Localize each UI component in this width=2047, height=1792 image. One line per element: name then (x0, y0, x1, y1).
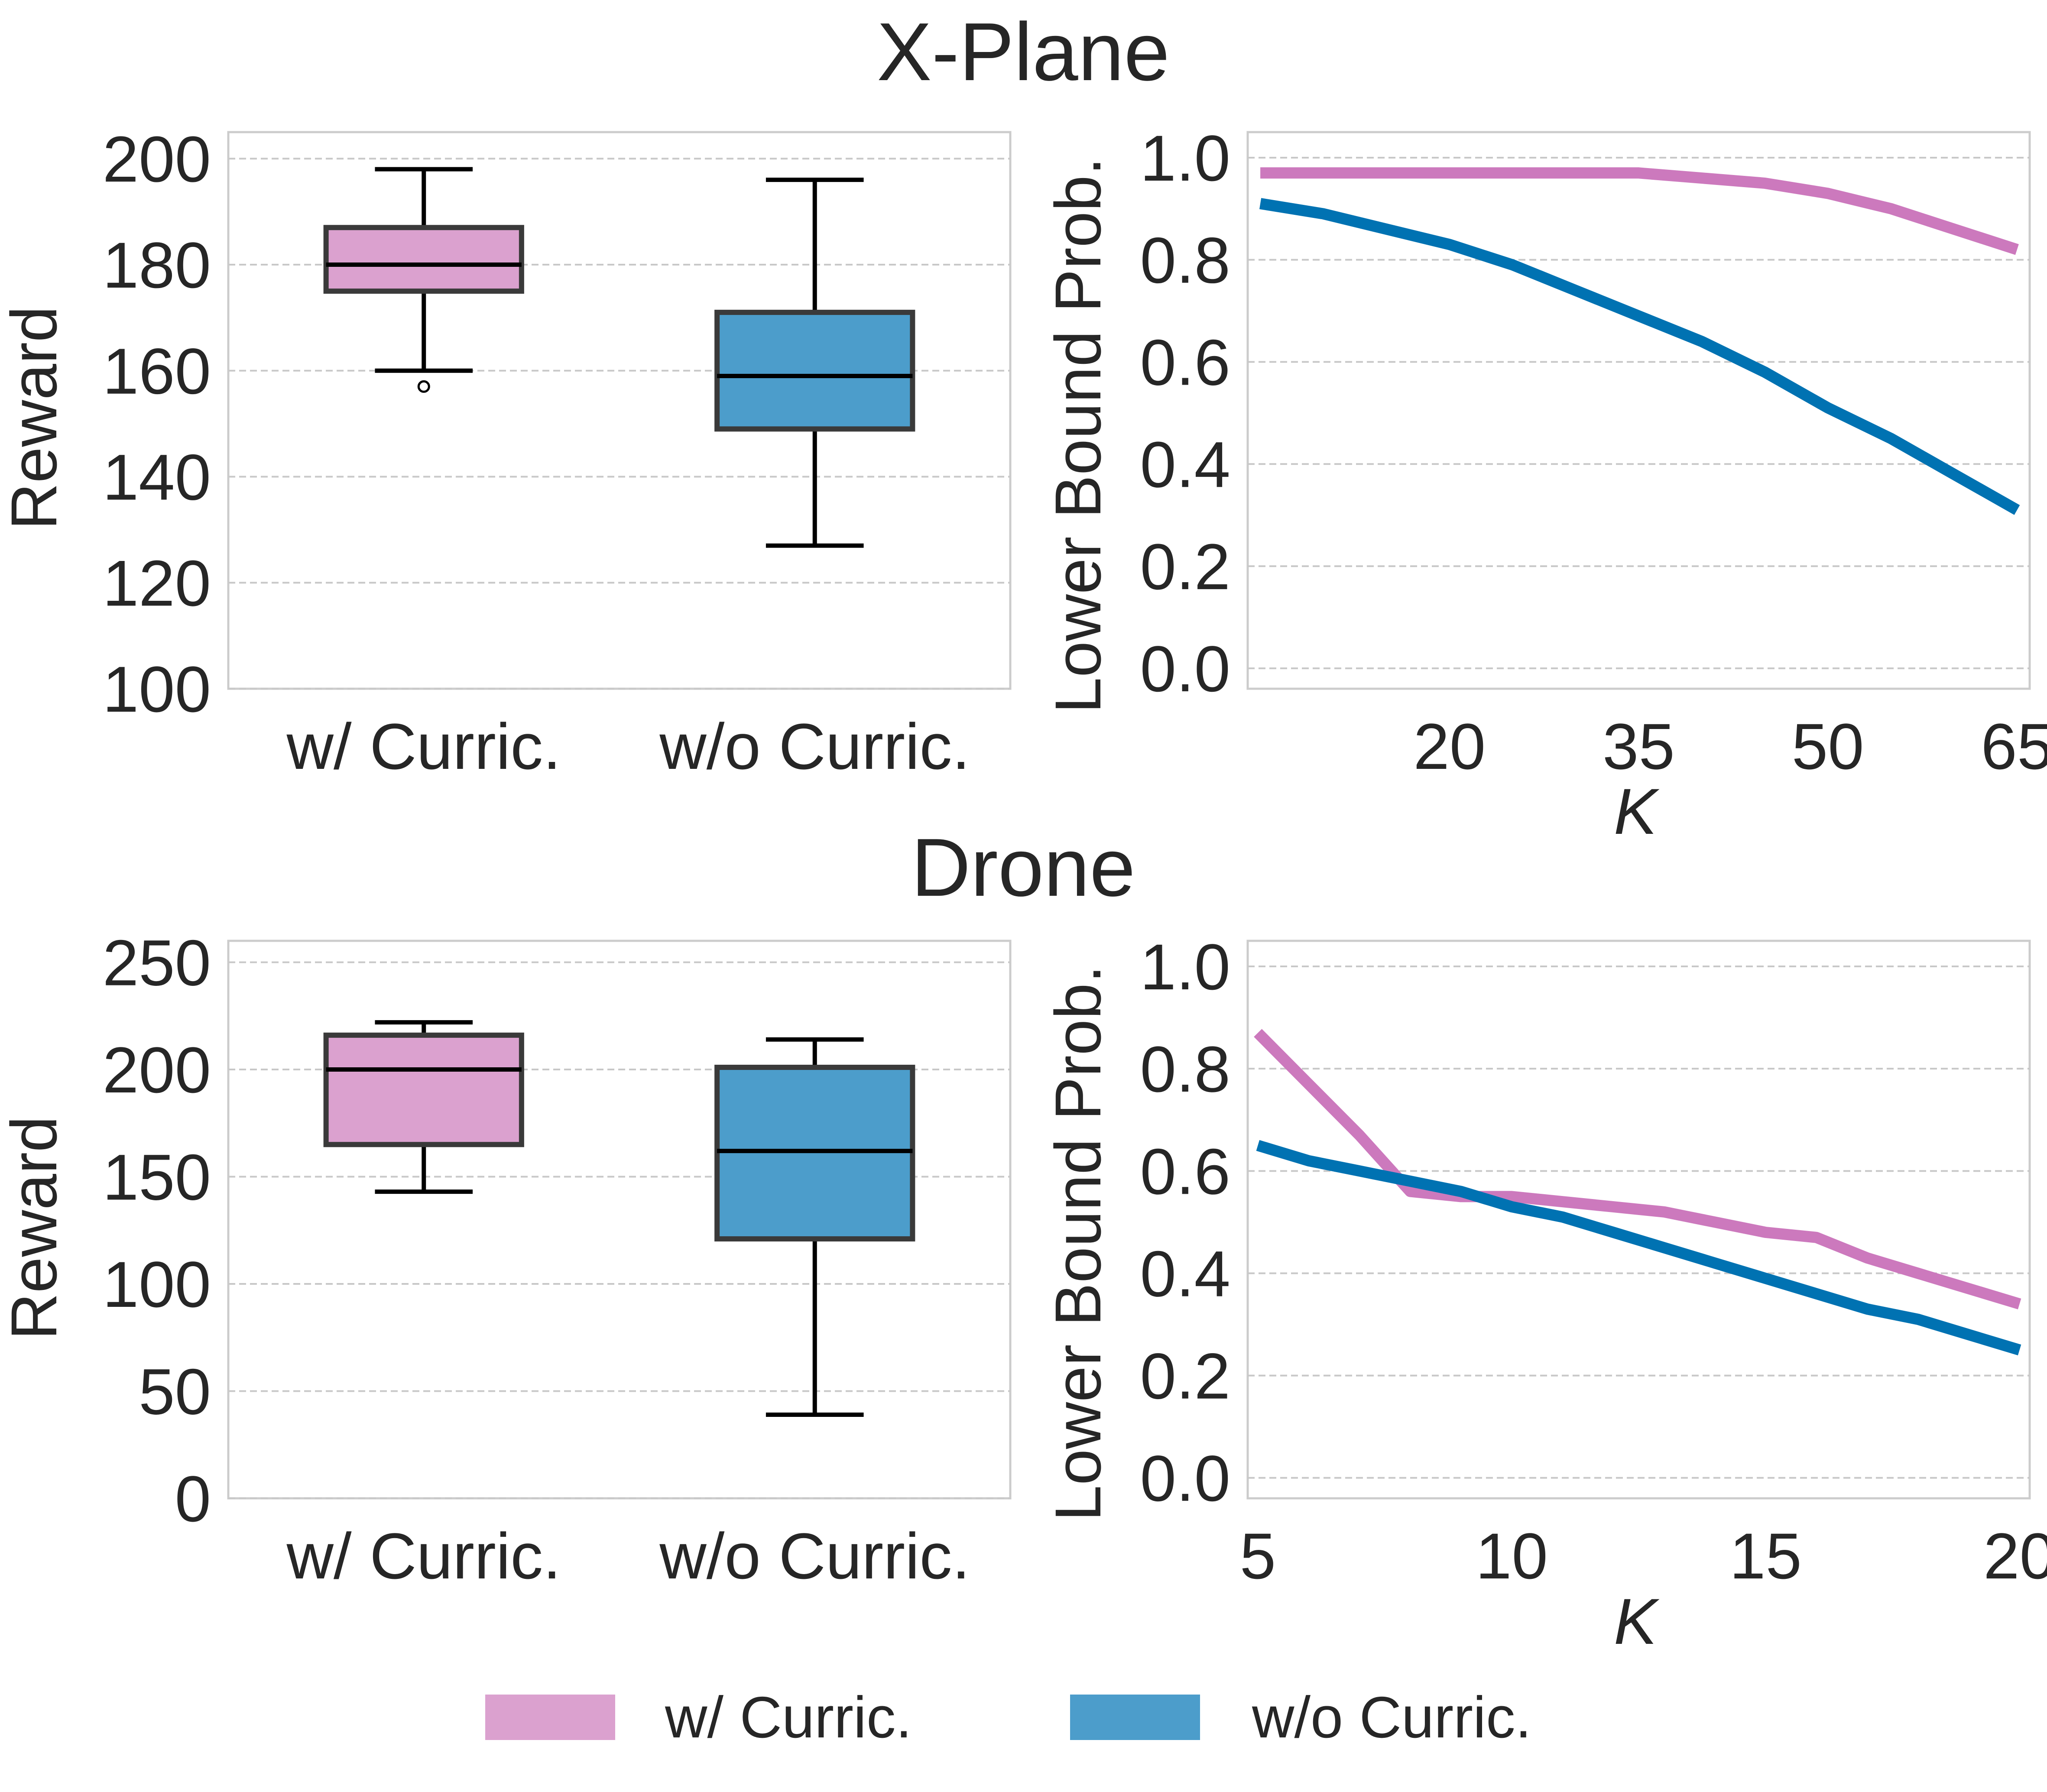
drone-prob-xtick-label: 5 (1240, 1520, 1276, 1592)
drone-prob-xtick-label: 15 (1729, 1520, 1802, 1592)
drone-prob-ytick-label: 0.0 (1140, 1442, 1230, 1515)
xplane-reward-outlier-w-curric (417, 380, 430, 393)
drone-reward-box-w-curric (323, 1032, 524, 1147)
xplane-reward-box-wo-curric (714, 310, 915, 432)
xplane-reward-boxplot: Reward 100 120 140 160 180 200 w/ Curric. w/o C… (0, 123, 1012, 783)
drone-reward-ytick-label: 100 (103, 1248, 211, 1321)
xplane-prob-ylabel: Lower Bound Prob. (1041, 157, 1114, 713)
drone-reward-ytick-label: 50 (139, 1355, 211, 1428)
drone-prob-ytick-label: 0.6 (1140, 1135, 1230, 1208)
drone-reward-ytick-label: 0 (175, 1462, 211, 1535)
xplane-reward-ylabel: Reward (0, 306, 70, 530)
drone-title: Drone (911, 822, 1135, 914)
xplane-prob-ytick-label: 0.4 (1140, 428, 1230, 501)
drone-prob-xtick-label: 20 (1983, 1520, 2047, 1592)
legend-swatch-w-curric (485, 1695, 615, 1740)
xplane-reward-ytick-label: 200 (103, 123, 211, 195)
legend-label-w-curric: w/ Curric. (665, 1685, 912, 1750)
xplane-title: X-Plane (877, 6, 1170, 98)
xplane-lower-bound-plot: Lower Bound Prob. K 0.0 0.2 0.4 0.6 0.8 1.0 20… (1041, 122, 2047, 848)
xplane-prob-xtick-label: 20 (1413, 710, 1486, 783)
drone-prob-ytick-label: 0.4 (1140, 1237, 1230, 1310)
drone-reward-ylabel: Reward (0, 1116, 70, 1340)
drone-prob-line-wo-curric (1256, 1140, 2021, 1356)
xplane-reward-box-w-curric (323, 225, 524, 294)
xplane-prob-xtick-label: 35 (1603, 710, 1675, 783)
xplane-reward-xtick-label: w/o Curric. (659, 710, 970, 783)
xplane-prob-ytick-label: 0.2 (1140, 530, 1230, 603)
xplane-reward-ytick-label: 120 (103, 547, 211, 619)
drone-prob-ylabel: Lower Bound Prob. (1041, 965, 1114, 1521)
drone-reward-ytick-label: 150 (103, 1141, 211, 1214)
drone-prob-ytick-label: 1.0 (1140, 930, 1230, 1003)
xplane-prob-line-w-curric (1260, 167, 2019, 255)
drone-lower-bound-plot: Lower Bound Prob. K 0.0 0.2 0.4 0.6 0.8 1.0 5 1… (1041, 930, 2047, 1658)
legend: w/ Curric. w/o Curric. (485, 1685, 1531, 1750)
xplane-prob-ytick-label: 1.0 (1140, 122, 1230, 194)
xplane-reward-ytick-label: 100 (103, 653, 211, 726)
xplane-prob-axes-frame (1246, 131, 2031, 690)
drone-prob-axes-frame (1246, 940, 2031, 1500)
xplane-prob-line-wo-curric (1259, 198, 2020, 515)
xplane-k-xlabel: K (1614, 775, 1660, 848)
drone-prob-xtick-label: 10 (1476, 1520, 1548, 1592)
xplane-reward-ytick-label: 160 (103, 335, 211, 408)
xplane-prob-ytick-label: 0.8 (1140, 224, 1230, 297)
legend-swatch-wo-curric (1070, 1695, 1200, 1740)
legend-label-wo-curric: w/o Curric. (1252, 1685, 1531, 1750)
drone-reward-xtick-label: w/ Curric. (286, 1520, 561, 1592)
drone-k-xlabel: K (1614, 1585, 1660, 1658)
drone-prob-line-w-curric (1254, 1029, 2021, 1309)
xplane-prob-xtick-label: 50 (1792, 710, 1864, 783)
drone-reward-xtick-label: w/o Curric. (659, 1520, 970, 1592)
drone-reward-boxplot: Reward 0 50 100 150 200 250 w/ Curric. w/o Curr… (0, 927, 1012, 1592)
xplane-prob-xtick-label: 65 (1981, 710, 2047, 783)
xplane-prob-ytick-label: 0.6 (1140, 326, 1230, 399)
xplane-reward-ytick-label: 180 (103, 229, 211, 301)
drone-prob-ytick-label: 0.8 (1140, 1033, 1230, 1105)
xplane-reward-xtick-label: w/ Curric. (286, 710, 561, 783)
drone-reward-ytick-label: 200 (103, 1034, 211, 1106)
drone-reward-ytick-label: 250 (103, 927, 211, 999)
drone-prob-ytick-label: 0.2 (1140, 1340, 1230, 1413)
xplane-prob-ytick-label: 0.0 (1140, 632, 1230, 705)
xplane-reward-ytick-label: 140 (103, 441, 211, 513)
